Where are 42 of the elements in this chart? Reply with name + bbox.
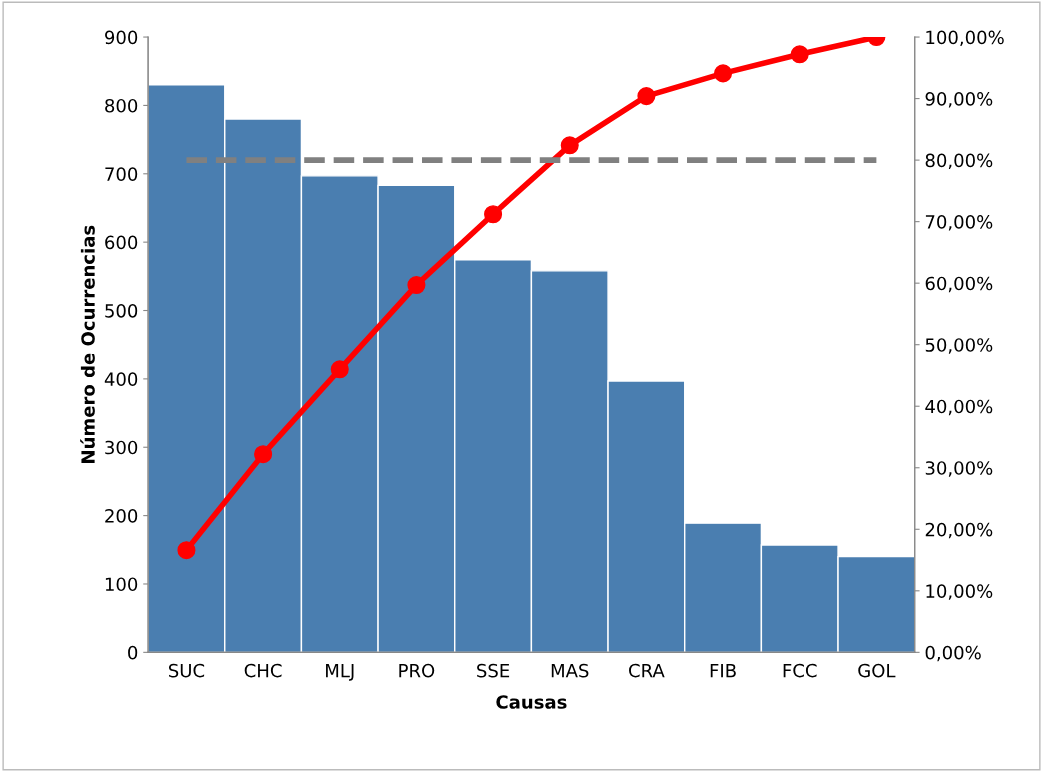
point [407,275,426,295]
x-tick-label: MLJ [326,664,354,681]
x-tick-label: CRA [629,663,665,678]
x-tick-label: PRO [399,663,435,678]
x-tick-label: FIB [710,664,736,678]
y-tick-label: 800 [105,98,138,113]
x-tick-label: SUC [168,663,205,678]
y2-tick-label: 60,00% [925,276,993,293]
y-axis-title: Número de Ocurrencias [80,225,95,463]
x-tick-label: FCC [783,663,817,678]
point [254,445,273,464]
y-tick-label: 100 [105,577,138,592]
y-tick-label: 0 [128,645,138,660]
point [560,136,579,155]
x-tick-label: SSE [477,663,510,678]
point [790,45,809,64]
y2-tick-label: 90,00% [925,92,993,108]
y-tick-label: 300 [105,440,138,455]
point [714,64,733,83]
y-tick-label: 400 [104,372,138,386]
x-tick-label: GOL [858,663,896,678]
y-tick-label: 700 [105,167,138,181]
point [484,205,503,224]
x-tick-label: MAS [551,663,589,678]
y2-tick-label: 10,00% [926,584,993,600]
y2-tick-label: 30,00% [925,461,993,477]
point [330,360,349,379]
y2-tick-label: 100,00% [926,30,1004,47]
y-tick-label: 600 [105,235,138,250]
y2-tick-label: 20,00% [925,522,993,539]
point [637,87,656,106]
x-axis-title: Causas [496,695,567,709]
point [177,541,196,560]
y-tick-label: 200 [105,509,138,523]
y2-tick-label: 80,00% [925,153,993,170]
y2-tick-label: 70,00% [925,215,993,231]
y2-tick-label: 0,00% [925,645,981,662]
y2-tick-label: 50,00% [925,338,993,354]
x-tick-label: CHC [244,663,282,678]
y-tick-label: 900 [105,30,138,45]
y-tick-label: 500 [105,303,138,318]
y2-tick-label: 40,00% [925,399,993,416]
